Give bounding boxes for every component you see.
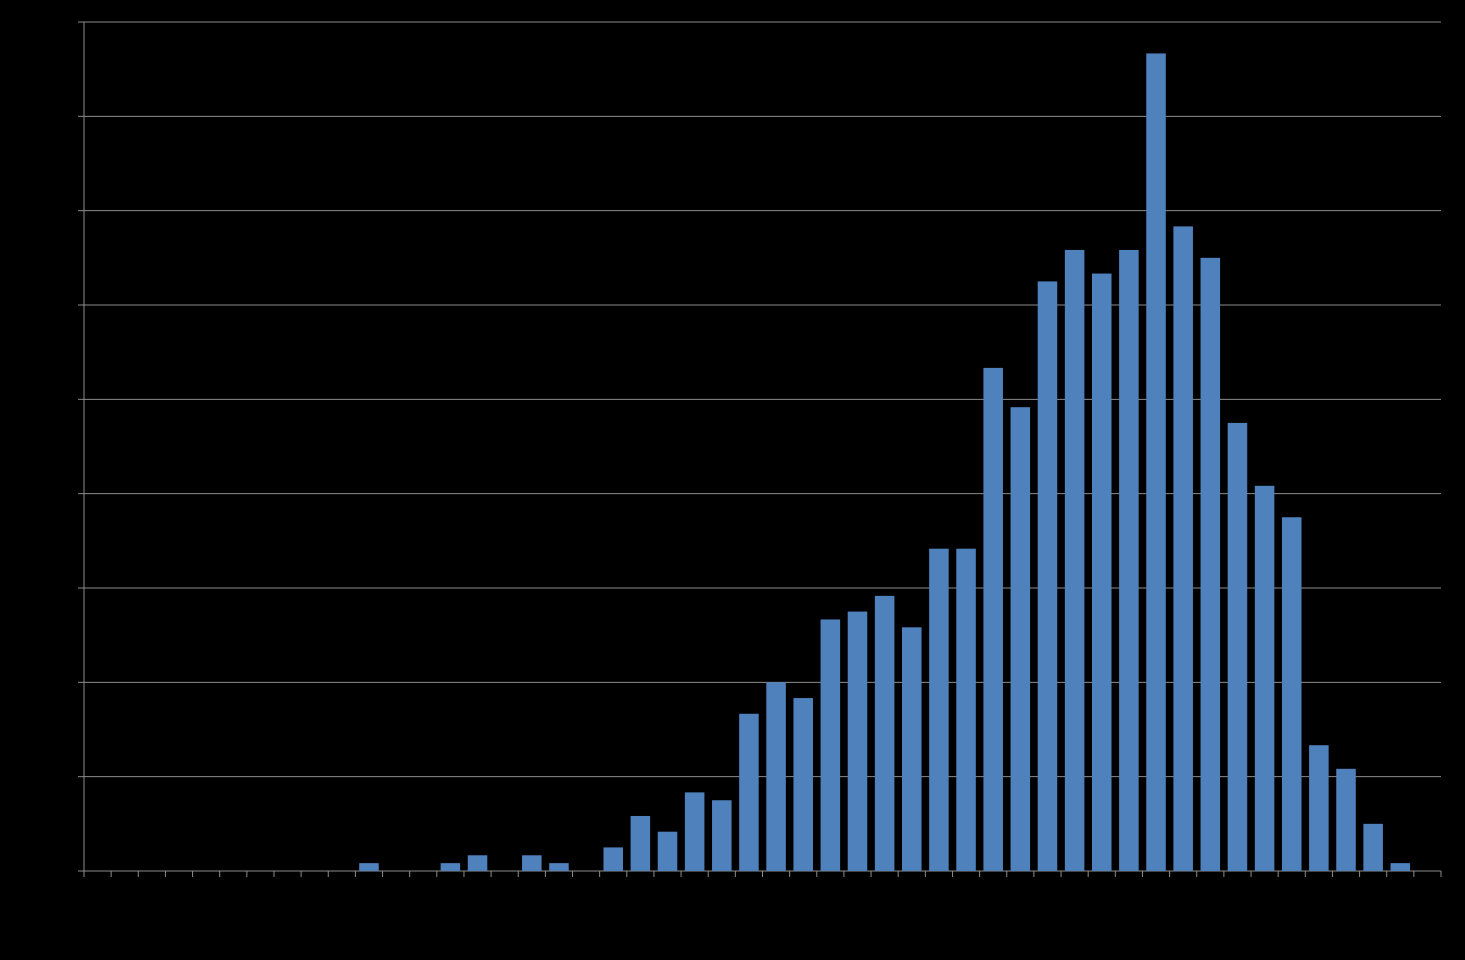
bar (440, 863, 461, 871)
bar (1119, 249, 1139, 871)
bar (820, 619, 841, 871)
bar (956, 548, 976, 871)
bar (1254, 485, 1275, 871)
bar (874, 595, 895, 871)
bar (657, 831, 678, 871)
bar (630, 815, 651, 871)
bar (603, 847, 624, 871)
bar (1227, 422, 1248, 871)
bar (1173, 226, 1193, 871)
bar (1309, 745, 1329, 871)
bar (1064, 249, 1085, 871)
bar (739, 713, 759, 871)
bar (1037, 281, 1058, 872)
bar (1390, 863, 1411, 871)
bar (929, 548, 949, 871)
bar (1091, 273, 1112, 871)
bar (1146, 53, 1166, 871)
bar (1200, 257, 1221, 871)
bar (467, 855, 488, 871)
bar (901, 627, 922, 871)
bar (983, 367, 1003, 871)
bar (1336, 768, 1356, 871)
bar (766, 682, 786, 871)
bar (847, 611, 868, 871)
bar (1010, 407, 1031, 871)
bar (793, 698, 813, 871)
bar (522, 855, 542, 871)
bar (684, 792, 705, 871)
bar (549, 863, 569, 871)
bar (359, 863, 379, 871)
bar (1281, 517, 1302, 871)
bar (1363, 823, 1383, 871)
bar (712, 800, 732, 871)
